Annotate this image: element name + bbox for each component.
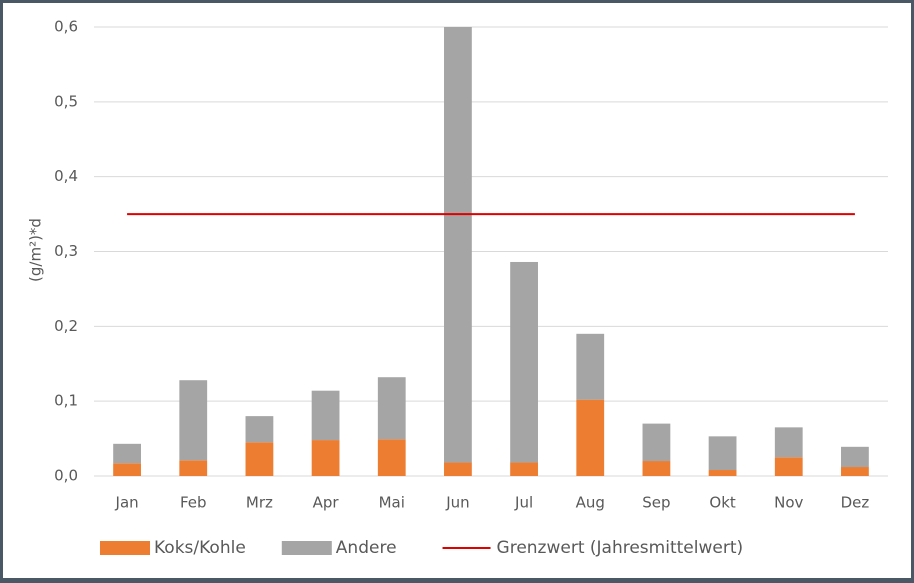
x-tick-label: Okt [709, 494, 735, 512]
bar [774, 457, 803, 476]
bar [245, 416, 274, 443]
x-tick-label: Feb [180, 494, 207, 512]
y-tick-label: 0,5 [54, 92, 78, 110]
x-tick-label: Sep [642, 494, 670, 512]
bar [708, 436, 737, 471]
legend-label: Koks/Kohle [154, 538, 246, 558]
y-tick-label: 0,4 [54, 167, 78, 185]
bar [642, 461, 671, 476]
x-tick-label: Dez [841, 494, 870, 512]
legend-marker [281, 541, 332, 555]
y-tick-label: 0,6 [54, 18, 78, 36]
bar [444, 27, 472, 463]
bar [642, 423, 671, 462]
bar [774, 427, 803, 458]
bar [377, 377, 406, 440]
x-tick-label: Mrz [246, 494, 273, 512]
bar [444, 462, 472, 476]
bar [377, 439, 406, 476]
bar [311, 390, 340, 441]
bar [510, 261, 538, 463]
bar [311, 440, 340, 476]
bar [179, 380, 208, 461]
legend-label: Andere [336, 538, 397, 558]
y-tick-label: 0,0 [54, 467, 78, 485]
y-tick-label: 0,3 [54, 242, 78, 260]
bar [708, 470, 737, 476]
x-tick-label: Jan [115, 494, 139, 512]
x-tick-label: Nov [774, 494, 803, 512]
x-tick-label: Aug [576, 494, 605, 512]
bar [576, 399, 605, 476]
y-tick-label: 0,2 [54, 317, 78, 335]
bar [113, 443, 141, 464]
x-tick-label: Apr [313, 494, 340, 512]
legend-marker [100, 541, 150, 555]
bar [841, 467, 869, 476]
bar [113, 463, 141, 476]
legend-label: Grenzwert (Jahresmittelwert) [497, 538, 744, 558]
bar [245, 442, 274, 476]
x-tick-label: Jul [514, 494, 533, 512]
bar [576, 333, 605, 400]
bar [510, 462, 538, 476]
y-axis-label: (g/m²)*d [27, 218, 45, 282]
x-tick-label: Jun [445, 494, 469, 512]
x-tick-label: Mai [379, 494, 405, 512]
y-tick-label: 0,1 [54, 392, 78, 410]
bar [179, 460, 208, 476]
bar [841, 446, 869, 468]
